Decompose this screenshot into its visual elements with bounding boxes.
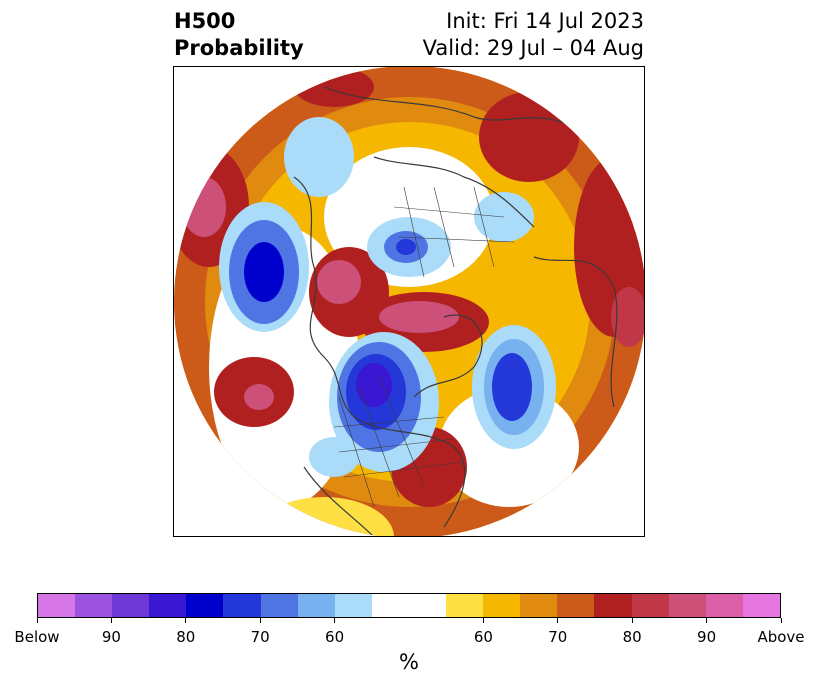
colorbar-segment	[260, 594, 298, 617]
colorbar-tick-mark	[780, 618, 782, 623]
title-variable: H500	[174, 9, 236, 33]
colorbar-tick-label: 80	[176, 628, 196, 646]
colorbar-segment	[446, 594, 484, 617]
colorbar-tick-label: Above	[757, 628, 805, 646]
colorbar-tick-label: 90	[697, 628, 717, 646]
map-dates: Init: Fri 14 Jul 2023 Valid: 29 Jul – 04…	[423, 8, 644, 62]
colorbar-tick-mark	[110, 618, 112, 623]
colorbar-tick-mark	[557, 618, 559, 623]
colorbar-segment	[594, 594, 632, 617]
colorbar-segment	[520, 594, 558, 617]
colorbar-tick-mark	[334, 618, 336, 623]
colorbar-tick-mark	[259, 618, 261, 623]
colorbar-tick-label: 60	[473, 628, 493, 646]
colorbar-segment	[149, 594, 187, 617]
probability-field	[174, 67, 644, 536]
colorbar-tick-label: 70	[548, 628, 568, 646]
map-panel	[173, 66, 645, 537]
colorbar-segment	[483, 594, 521, 617]
colorbar-segment	[742, 594, 780, 617]
colorbar-tick-label: 70	[250, 628, 270, 646]
colorbar-segment	[668, 594, 706, 617]
coastlines	[293, 86, 618, 536]
colorbar-tick-label: 90	[101, 628, 121, 646]
colorbar-tick-mark	[482, 618, 484, 623]
probability-map	[174, 67, 644, 536]
map-title: H500 Probability	[174, 8, 304, 62]
colorbar-segment	[334, 594, 372, 617]
colorbar-segment	[631, 594, 669, 617]
colorbar-segment	[223, 594, 261, 617]
colorbar-segment	[186, 594, 224, 617]
colorbar-tick-label: 80	[622, 628, 642, 646]
colorbar-tick-label: Below	[14, 628, 60, 646]
colorbar-tick-mark	[185, 618, 187, 623]
colorbar-segment	[705, 594, 743, 617]
colorbar-tick-mark	[706, 618, 708, 623]
colorbar-unit-label: %	[399, 650, 419, 674]
colorbar-segment	[112, 594, 150, 617]
colorbar-tick-mark	[36, 618, 38, 623]
colorbar	[37, 593, 781, 618]
colorbar-segment	[38, 594, 76, 617]
colorbar-segment	[557, 594, 595, 617]
colorbar-segment	[75, 594, 113, 617]
colorbar-tick-mark	[631, 618, 633, 623]
colorbar-segment	[297, 594, 335, 617]
title-product: Probability	[174, 36, 304, 60]
colorbar-tick-label: 60	[325, 628, 345, 646]
political-boundaries	[333, 186, 515, 508]
init-date: Init: Fri 14 Jul 2023	[446, 9, 644, 33]
colorbar-segment	[371, 594, 447, 617]
valid-range: Valid: 29 Jul – 04 Aug	[422, 36, 644, 60]
